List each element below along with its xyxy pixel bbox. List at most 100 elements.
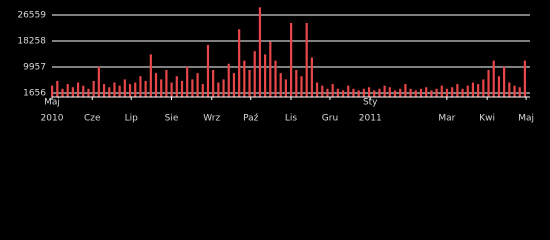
- bar: [357, 90, 360, 97]
- bar: [425, 87, 428, 97]
- x-tick-label: Gru: [322, 114, 338, 124]
- bar: [123, 79, 126, 97]
- bar: [419, 88, 423, 97]
- bar: [373, 90, 376, 97]
- bar: [461, 88, 464, 97]
- bar: [92, 80, 95, 97]
- bar: [274, 60, 277, 97]
- bar: [71, 87, 74, 97]
- bar: [238, 29, 241, 97]
- bar: [497, 76, 501, 97]
- bar: [56, 80, 59, 97]
- bar: [232, 73, 236, 97]
- bar: [154, 73, 158, 97]
- bar: [253, 51, 256, 97]
- bar: [108, 87, 111, 97]
- bar: [508, 82, 511, 97]
- bar: [409, 88, 412, 97]
- bar: [477, 84, 480, 97]
- bar: [305, 23, 308, 97]
- bar: [170, 82, 173, 97]
- bar: [503, 66, 506, 97]
- bar: [191, 79, 194, 97]
- chart: 1656 9957 18258 26559 Maj 2010 Cze Lip Sie Wrz Paź…: [17, 7, 534, 124]
- bar: [264, 54, 267, 97]
- bar: [212, 69, 215, 97]
- bar: [284, 79, 288, 97]
- bar: [149, 54, 152, 97]
- bar: [206, 44, 210, 97]
- bar: [336, 88, 339, 97]
- bar: [518, 87, 521, 97]
- bar: [388, 87, 391, 97]
- bar: [102, 84, 106, 97]
- x-tick-label: Mar: [438, 114, 455, 124]
- y-tick-label: 18258: [17, 36, 46, 46]
- bar: [118, 85, 121, 97]
- bar: [248, 69, 251, 97]
- bar: [466, 85, 469, 97]
- bar: [279, 73, 282, 97]
- bar: [290, 23, 293, 97]
- bar: [331, 84, 334, 97]
- bar: [487, 69, 490, 97]
- bar: [523, 60, 527, 97]
- bar: [76, 82, 80, 97]
- bar: [186, 66, 189, 97]
- bar: [399, 88, 402, 97]
- bar: [66, 84, 69, 97]
- bar: [165, 69, 168, 97]
- x-tick-label: Sie: [165, 114, 179, 124]
- bar: [492, 60, 495, 97]
- bar: [414, 90, 417, 97]
- x-tick-label: Sty: [363, 98, 378, 108]
- bar: [82, 85, 85, 97]
- x-tick-label: Lis: [285, 114, 298, 124]
- x-tick-label: Maj: [44, 98, 60, 108]
- bar: [160, 79, 163, 97]
- bar: [175, 76, 178, 97]
- x-tick-year: 2010: [41, 114, 64, 124]
- bar: [362, 88, 365, 97]
- bar: [430, 90, 433, 97]
- bar: [51, 85, 54, 97]
- x-tick-label: Lip: [125, 114, 139, 124]
- bar: [222, 79, 225, 97]
- bar: [451, 87, 454, 97]
- bar: [227, 63, 230, 97]
- x-tick-label: Kwi: [479, 114, 495, 124]
- x-tick-year: 2011: [359, 114, 382, 124]
- x-tick-label: Paź: [243, 114, 259, 124]
- bar: [61, 88, 64, 97]
- bar: [513, 85, 516, 97]
- bar: [269, 41, 272, 97]
- bar: [341, 90, 345, 97]
- bar: [435, 88, 438, 97]
- bar: [134, 82, 137, 97]
- bar: [456, 84, 459, 97]
- bar: [404, 84, 407, 97]
- bar: [440, 85, 443, 97]
- bar: [128, 84, 132, 97]
- bar: [482, 79, 485, 97]
- bar: [217, 82, 220, 97]
- bar: [367, 87, 371, 97]
- x-tick-label: Cze: [84, 114, 101, 124]
- bar: [393, 90, 397, 97]
- bar: [310, 57, 313, 97]
- y-tick-label: 26559: [17, 10, 46, 20]
- bar: [315, 82, 319, 97]
- bar: [383, 85, 386, 97]
- bar: [347, 85, 350, 97]
- bar: [445, 88, 449, 97]
- y-tick-label: 9957: [23, 62, 46, 72]
- bar: [352, 88, 355, 97]
- bar: [87, 88, 90, 97]
- bar: [321, 85, 324, 97]
- bar: [113, 82, 116, 97]
- bar: [180, 80, 184, 97]
- bar: [196, 73, 199, 97]
- x-tick-label: Wrz: [203, 114, 220, 124]
- bar: [300, 76, 303, 97]
- bar: [295, 69, 298, 97]
